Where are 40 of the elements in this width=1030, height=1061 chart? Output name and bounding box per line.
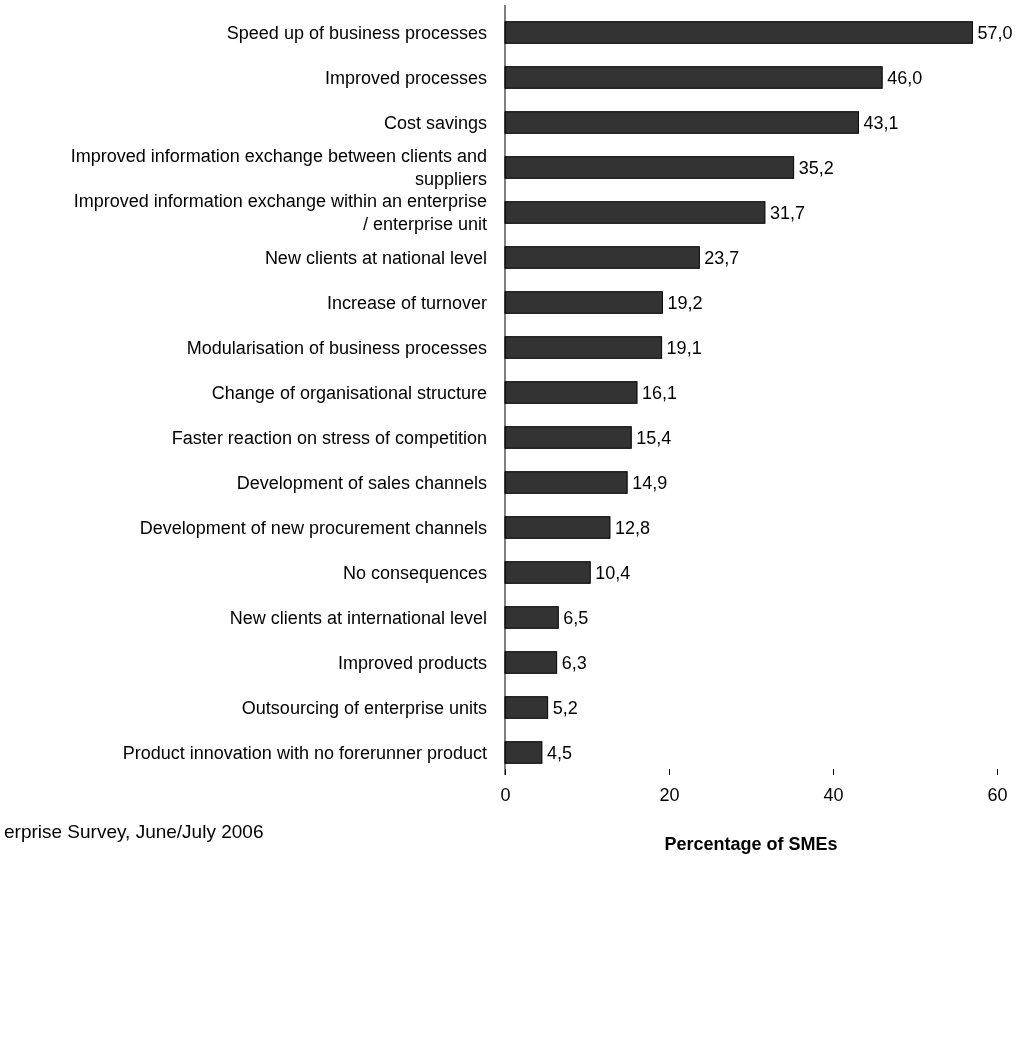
y-tick-label: New clients at national level [264, 247, 487, 268]
x-tick-label: 20 [659, 785, 680, 806]
data-label: 43,1 [863, 112, 899, 133]
y-tick-label: Improved information exchange between clients and suppliers [70, 146, 487, 190]
data-label: 12,8 [614, 517, 651, 538]
data-label: 4,5 [546, 742, 572, 763]
data-label: 46,0 [887, 67, 923, 88]
data-label: 10,4 [595, 562, 631, 583]
data-label: 15,4 [636, 427, 672, 448]
y-tick-label: No consequences [342, 562, 487, 583]
y-tick-label: Improved information exchange within an enterprise / enterprise unit [73, 191, 487, 235]
y-tick-label: Improved processes [324, 67, 487, 88]
x-tick-label: 0 [500, 785, 511, 806]
text: erprise Survey, June/July 2006 [4, 821, 264, 842]
y-tick-label: New clients at international level [229, 607, 487, 628]
y-tick-label: Improved products [337, 652, 487, 673]
y-tick-label: Modularisation of business processes [186, 337, 487, 358]
x-axis-title: Percentage of SMEs [664, 834, 838, 854]
data-label: 35,2 [798, 157, 834, 178]
data-label: 16,1 [642, 382, 678, 403]
data-label: 5,2 [552, 697, 578, 718]
data-label: 6,3 [561, 652, 587, 673]
y-tick-label: Speed up of business processes [226, 22, 487, 43]
data-label: 14,9 [632, 472, 668, 493]
y-tick-label: Development of sales channels [236, 472, 487, 493]
data-label: 57,0 [977, 22, 1013, 43]
y-tick-label: Change of organisational structure [211, 382, 487, 403]
x-tick-label: 40 [823, 785, 844, 806]
y-tick-label: Faster reaction on stress of competition [171, 427, 487, 448]
x-tick-label: 60 [987, 785, 1008, 806]
data-label: 23,7 [704, 247, 740, 268]
y-tick-label: Increase of turnover [326, 292, 487, 313]
y-tick-label: Product innovation with no forerunner product [122, 742, 487, 763]
data-label: 19,2 [667, 292, 703, 313]
y-tick-label: Cost savings [383, 112, 487, 133]
y-tick-label: Development of new procurement channels [139, 517, 487, 538]
y-tick-label: Outsourcing of enterprise units [241, 697, 487, 718]
data-label: 19,1 [666, 337, 702, 358]
data-label: 31,7 [769, 202, 805, 223]
data-label: 6,5 [563, 607, 589, 628]
